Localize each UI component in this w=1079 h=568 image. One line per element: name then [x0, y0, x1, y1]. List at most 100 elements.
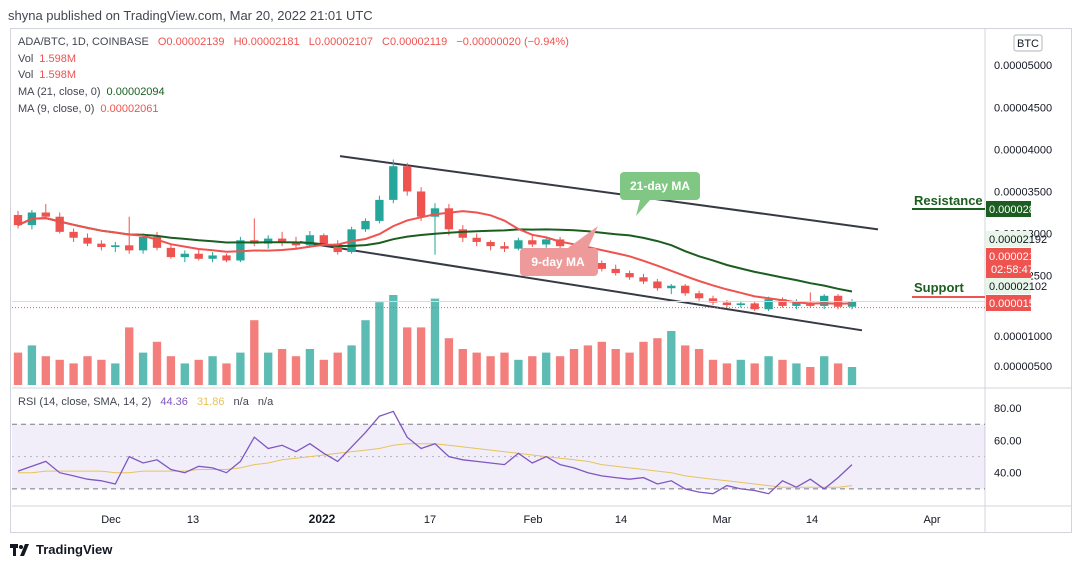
resistance-price-tag-bg [986, 201, 1031, 217]
candle-body [55, 216, 64, 232]
candle-body [639, 277, 648, 282]
volume-bar [333, 352, 342, 385]
resistance-price-tag: 0.00002800 [989, 204, 1047, 216]
candle-body [13, 215, 23, 226]
ma21-value: 0.00002094 [106, 86, 165, 98]
candle-body [69, 231, 78, 238]
ohlc-high: H0.00002181 [233, 36, 300, 48]
volume-bar [681, 345, 690, 385]
time-tick-label: Dec [101, 514, 121, 526]
volume-bar [152, 341, 162, 385]
rsi-label[interactable]: RSI (14, close, SMA, 14, 2) [18, 396, 152, 408]
candle-body [458, 229, 467, 238]
rsi-value: 44.36 [160, 396, 188, 408]
volume-tick-label: 0.00000500 [994, 361, 1052, 373]
ohlc-close: C0.00002119 [382, 36, 448, 48]
volume-bar [111, 363, 120, 385]
candle-body [736, 303, 745, 306]
volume-bar [458, 349, 467, 385]
volume-bar [208, 356, 217, 385]
vol2-value: 1.598M [39, 69, 76, 81]
price-tick-label: 0.00004500 [994, 102, 1052, 114]
volume-bar [361, 320, 370, 385]
vol-legend-2: Vol 1.598M [18, 69, 76, 81]
candle-body [83, 237, 92, 244]
volume-bar [708, 359, 718, 385]
candle-body [514, 240, 523, 249]
volume-bar [222, 363, 231, 385]
symbol-label[interactable]: ADA/BTC, 1D, COINBASE [18, 36, 149, 48]
candle-body [291, 241, 301, 246]
support-label: Support [914, 280, 964, 295]
volume-bar [277, 349, 287, 385]
vol2-label[interactable]: Vol [18, 69, 34, 81]
volume-bar [667, 331, 676, 385]
candle-body [111, 245, 120, 247]
brand-footer[interactable]: TradingView [10, 542, 112, 557]
volume-bar [597, 341, 606, 385]
candle-body [611, 268, 620, 274]
candle-body [41, 212, 50, 217]
volume-bar [403, 327, 412, 385]
candle-body [305, 235, 315, 246]
candle-body [820, 295, 829, 306]
volume-bar [166, 356, 176, 385]
volume-bar [639, 341, 648, 385]
volume-bar [806, 367, 815, 385]
volume-bar [472, 352, 481, 385]
vol1-label[interactable]: Vol [18, 53, 34, 65]
candle-body [694, 293, 704, 299]
support-price-tag: 0.00001500 [989, 298, 1047, 310]
ma21-label[interactable]: MA (21, close, 0) [18, 86, 101, 98]
ma21-line [17, 217, 853, 293]
high-price-tag-bg [986, 231, 1031, 247]
candle-body [180, 253, 189, 258]
candle-body [542, 239, 551, 245]
candle-body [194, 253, 203, 259]
volume-bar [236, 352, 245, 385]
low-price-tag-bg [986, 278, 1031, 294]
candle-body [500, 246, 509, 249]
volume-bar [27, 345, 37, 385]
time-tick-label: 14 [806, 514, 818, 526]
publisher-line: shyna published on TradingView.com, Mar … [8, 8, 373, 23]
channel-lower-line [299, 240, 863, 332]
time-tick-label: 17 [424, 514, 436, 526]
rsi-tick-label: 40.00 [994, 468, 1022, 480]
ma21-callout-text: 21-day MA [630, 179, 690, 193]
volume-bar [41, 356, 50, 385]
ma9-label[interactable]: MA (9, close, 0) [18, 103, 95, 115]
volume-bar [194, 359, 203, 385]
volume-bar [764, 356, 773, 385]
candle-body [125, 245, 134, 251]
symbol-legend: ADA/BTC, 1D, COINBASE O0.00002139 H0.000… [18, 36, 569, 48]
volume-bar [138, 352, 148, 385]
volume-bar [55, 359, 64, 385]
price-tick-label: 0.00003500 [994, 186, 1052, 198]
volume-tick-label: 0.00001000 [994, 331, 1052, 343]
chart-frame [10, 28, 1072, 533]
rsi-ma-value: 31.86 [196, 396, 225, 408]
candle-body [528, 240, 537, 245]
volume-bar [611, 349, 620, 385]
candle-body [681, 285, 690, 294]
high-price-tag: 0.00002192 [989, 234, 1047, 246]
time-tick-label: Apr [923, 514, 940, 526]
ohlc-low: L0.00002107 [308, 36, 373, 48]
volume-bar [486, 356, 495, 385]
volume-bar [583, 345, 593, 385]
vol-legend-1: Vol 1.598M [18, 53, 76, 65]
volume-bar [500, 352, 509, 385]
volume-bar [792, 363, 801, 385]
candle-body [152, 236, 162, 248]
currency-label: BTC [1017, 38, 1039, 50]
rsi-na-1: n/a [233, 396, 249, 408]
time-tick-label: 14 [615, 514, 627, 526]
ma9-legend: MA (9, close, 0) 0.00002061 [18, 103, 159, 115]
volume-bar [319, 359, 328, 385]
candle-body [653, 281, 662, 289]
volume-bar [264, 352, 273, 385]
volume-bar [250, 320, 259, 385]
vol1-value: 1.598M [39, 53, 76, 65]
